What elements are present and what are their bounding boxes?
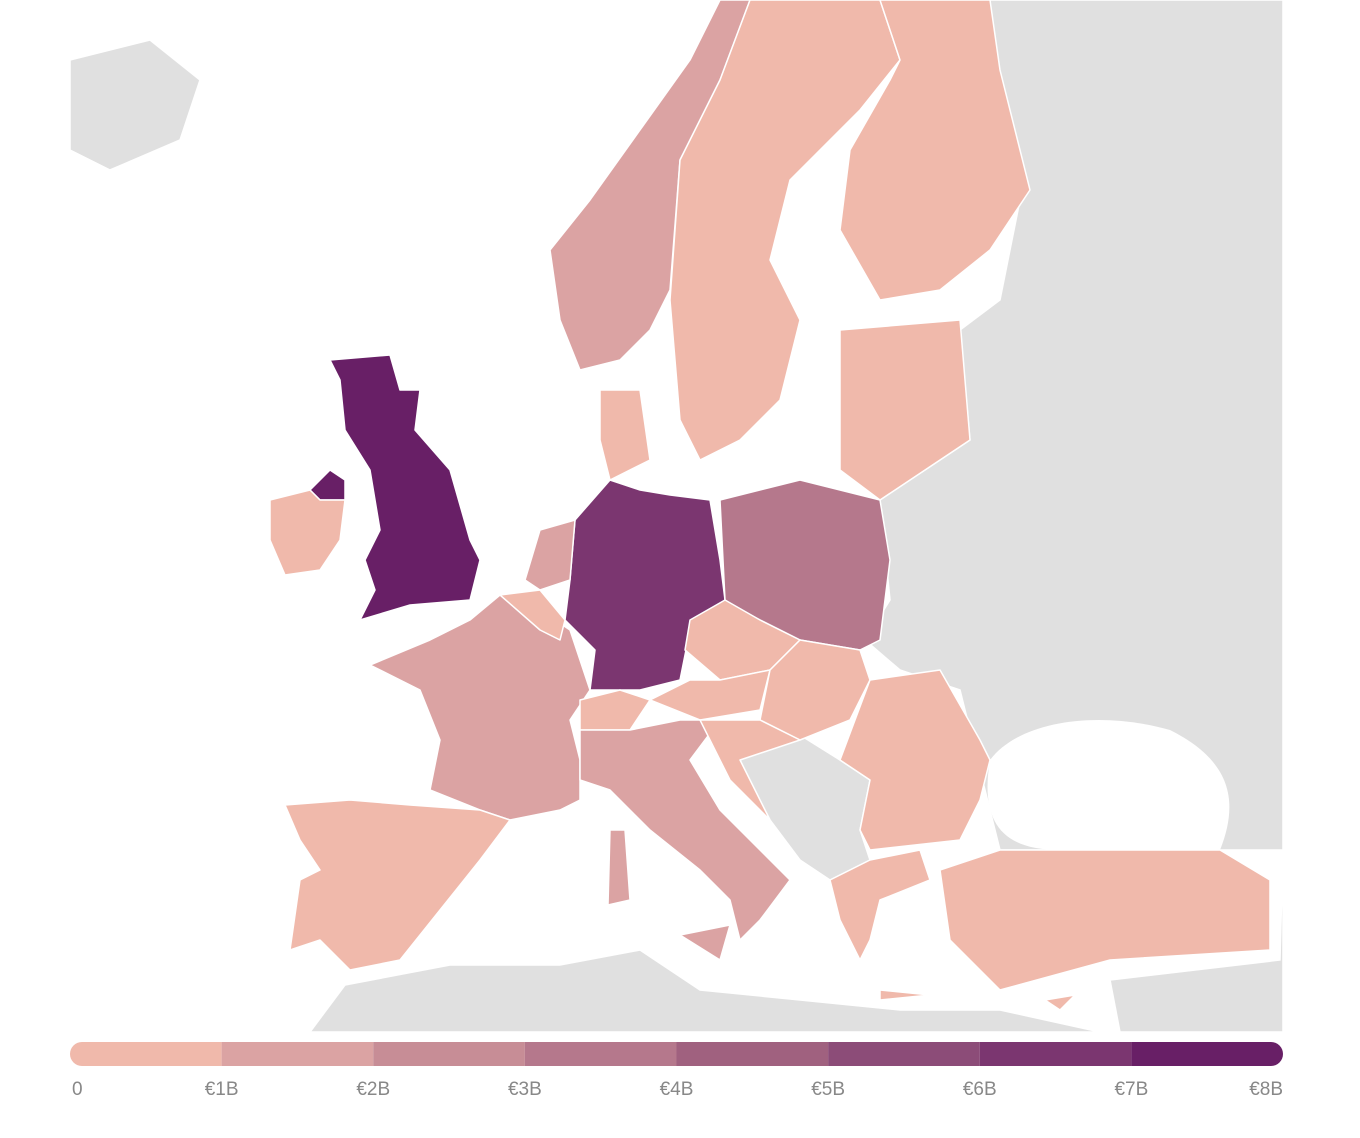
legend-swatch xyxy=(221,1042,374,1066)
legend-swatch xyxy=(676,1042,829,1066)
balkans xyxy=(738,734,871,881)
legend-tick-label: €5B xyxy=(811,1079,845,1100)
legend: 0 €1B €2B €3B €4B €5B €6B €7B €8B xyxy=(70,1042,1283,1100)
country xyxy=(269,489,346,576)
country xyxy=(524,519,576,591)
country xyxy=(939,849,1271,1011)
country xyxy=(839,669,991,851)
iceland xyxy=(69,39,201,171)
country xyxy=(669,0,901,461)
countries xyxy=(269,0,1271,1011)
country xyxy=(564,479,726,691)
background-land xyxy=(69,0,1284,1033)
country xyxy=(829,849,931,1001)
legend-swatch xyxy=(828,1042,980,1066)
country xyxy=(839,0,1031,301)
legend-swatch xyxy=(373,1042,525,1066)
legend-tick-label: €7B xyxy=(1114,1079,1148,1100)
country xyxy=(499,589,566,641)
legend-tick-label: €1B xyxy=(205,1079,239,1100)
legend-tick-label: €4B xyxy=(660,1079,694,1100)
legend-tick-label: €3B xyxy=(508,1079,542,1100)
legend-tick-label: €2B xyxy=(356,1079,390,1100)
north-africa xyxy=(308,949,1101,1033)
country xyxy=(699,719,801,821)
legend-tick-label: 0 xyxy=(72,1079,83,1100)
country xyxy=(284,799,511,971)
legend-tick-label: €6B xyxy=(963,1079,997,1100)
legend-tick-label: €8B xyxy=(1249,1079,1283,1100)
legend-swatch xyxy=(70,1042,222,1066)
country xyxy=(309,354,481,621)
legend-swatch xyxy=(1131,1042,1283,1066)
legend-swatch xyxy=(524,1042,677,1066)
country xyxy=(839,319,971,501)
country xyxy=(579,689,651,731)
legend-swatch xyxy=(979,1042,1132,1066)
country xyxy=(599,389,651,481)
black-sea xyxy=(987,720,1230,850)
